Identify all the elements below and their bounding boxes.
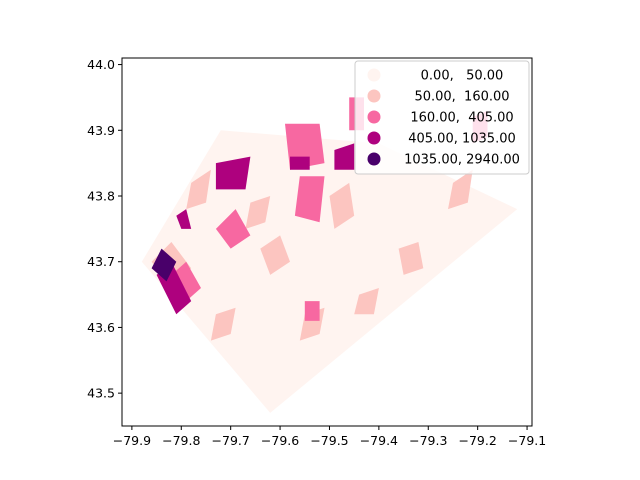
- map-region-17: [304, 301, 320, 321]
- y-axis-ticks: 43.5 43.6 43.7 43.8 43.9 44.0: [87, 57, 122, 401]
- x-tick-label: −79.8: [162, 433, 200, 448]
- y-tick-label: 43.5: [87, 386, 115, 401]
- legend-label: 50.00, 160.00: [414, 90, 509, 105]
- y-tick-label: 43.7: [87, 254, 115, 269]
- x-tick-label: −79.5: [310, 433, 348, 448]
- legend-label: 1035.00, 2940.00: [404, 153, 520, 168]
- legend-label: 0.00, 50.00: [421, 69, 504, 84]
- legend-label: 405.00, 1035.00: [408, 132, 516, 147]
- y-tick-label: 43.8: [87, 189, 115, 204]
- x-tick-label: −79.7: [212, 433, 250, 448]
- map-region-5: [186, 169, 211, 210]
- legend-marker: [367, 89, 381, 103]
- map-region-14: [171, 261, 201, 302]
- map-regions: [141, 97, 518, 413]
- x-tick-label: −79.6: [261, 433, 299, 448]
- map-region-7: [210, 307, 236, 341]
- x-tick-label: −79.1: [508, 433, 546, 448]
- map-region-8: [448, 169, 473, 210]
- legend-marker: [367, 110, 381, 124]
- legend-items: 0.00, 50.00 50.00, 160.00 160.00, 405.00 40…: [367, 68, 520, 168]
- x-tick-label: −79.9: [113, 433, 151, 448]
- map-region-23: [151, 248, 177, 282]
- axes-frame: [121, 57, 533, 427]
- y-tick-label: 43.9: [87, 123, 115, 138]
- map-region-4: [398, 242, 424, 275]
- y-tick-label: 44.0: [87, 57, 115, 72]
- legend: 0.00, 50.00 50.00, 160.00 160.00, 405.00 40…: [354, 60, 530, 175]
- x-axis-ticks: −79.9 −79.8 −79.7 −79.6 −79.5 −79.4 −79.3 −79.2…: [113, 426, 546, 448]
- map-region-18: [215, 156, 251, 190]
- legend-marker: [367, 131, 381, 145]
- map-region-3: [329, 182, 355, 229]
- x-tick-label: −79.4: [360, 433, 398, 448]
- legend-marker: [367, 68, 381, 82]
- map-region-0: [141, 130, 518, 413]
- x-tick-label: −79.3: [409, 433, 447, 448]
- map-region-21: [290, 156, 310, 170]
- legend-label: 160.00, 405.00: [410, 111, 513, 126]
- map-region-6: [354, 288, 379, 315]
- map-region-12: [294, 176, 325, 223]
- legend-marker: [367, 152, 381, 166]
- map-region-22: [176, 209, 192, 229]
- legend-frame: [354, 60, 530, 175]
- x-tick-label: −79.2: [459, 433, 497, 448]
- y-tick-label: 43.6: [87, 320, 115, 335]
- map-region-13: [215, 209, 251, 249]
- map-region-2: [260, 235, 290, 275]
- map-region-9: [245, 196, 271, 229]
- map-region-19: [334, 143, 355, 170]
